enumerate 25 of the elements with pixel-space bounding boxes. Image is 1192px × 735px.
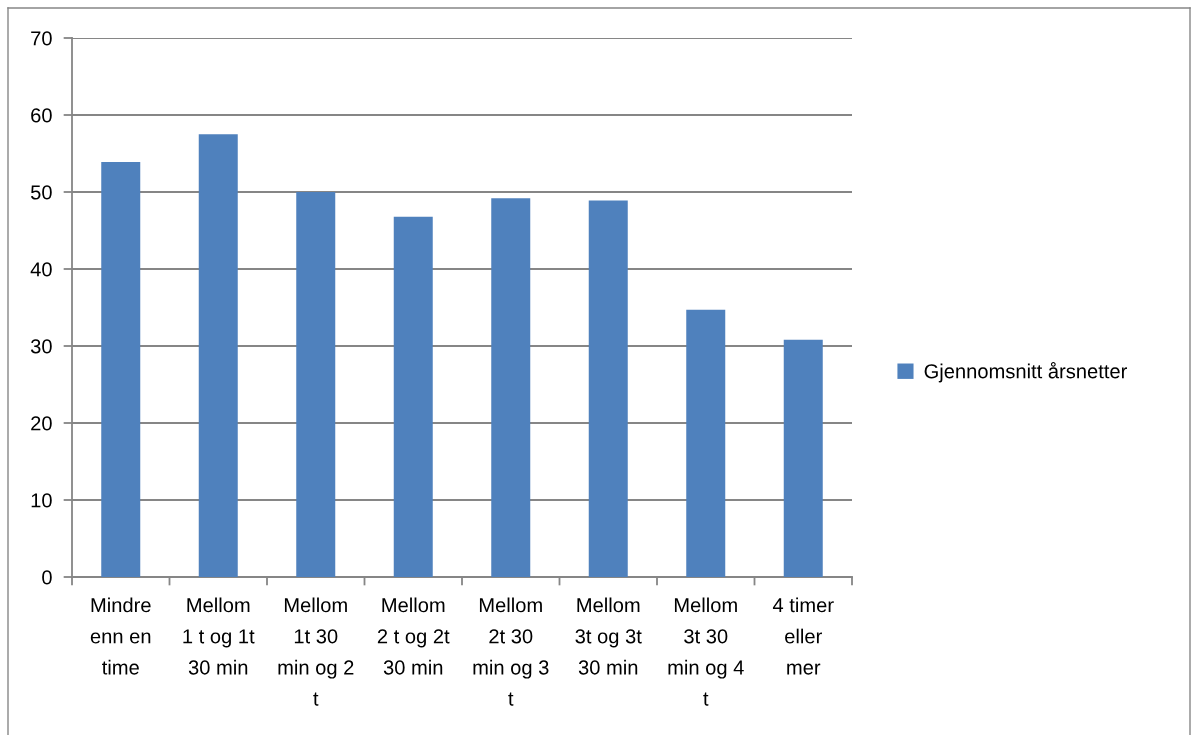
bar: [198, 134, 238, 577]
bar: [101, 161, 141, 577]
x-tick-label: Mellom 2 t og 2t 30 min: [377, 597, 450, 675]
x-tick-label: Mellom 1t 30 min og 2 t: [278, 597, 354, 706]
x-tick-label: Mindre enn en time: [90, 597, 151, 675]
bar: [296, 192, 336, 577]
x-tick-label: 4 timer eller mer: [772, 597, 834, 675]
x-tick-label: Mellom 3t og 3t 30 min: [575, 597, 642, 675]
y-tick-label: 20: [31, 416, 52, 431]
bar: [783, 339, 823, 577]
x-tick-label: Mellom 1 t og 1t 30 min: [183, 597, 255, 675]
y-tick-label: 10: [31, 493, 52, 508]
y-tick-label: 40: [30, 262, 52, 277]
y-tick-label: 60: [31, 108, 52, 123]
bar: [393, 216, 433, 577]
bar: [588, 200, 628, 577]
y-tick-label: 0: [42, 570, 52, 585]
y-tick-label: 30: [30, 339, 52, 354]
bar: [491, 198, 531, 577]
x-tick-label: Mellom 2t 30 min og 3 t: [473, 597, 549, 706]
y-tick-label: 70: [31, 31, 52, 46]
x-tick-label: Mellom 3t 30 min og 4 t: [668, 597, 744, 706]
legend-label: Gjennomsnitt årsnetter: [924, 361, 1127, 383]
bar: [686, 309, 726, 577]
y-tick-label: 50: [30, 185, 52, 200]
